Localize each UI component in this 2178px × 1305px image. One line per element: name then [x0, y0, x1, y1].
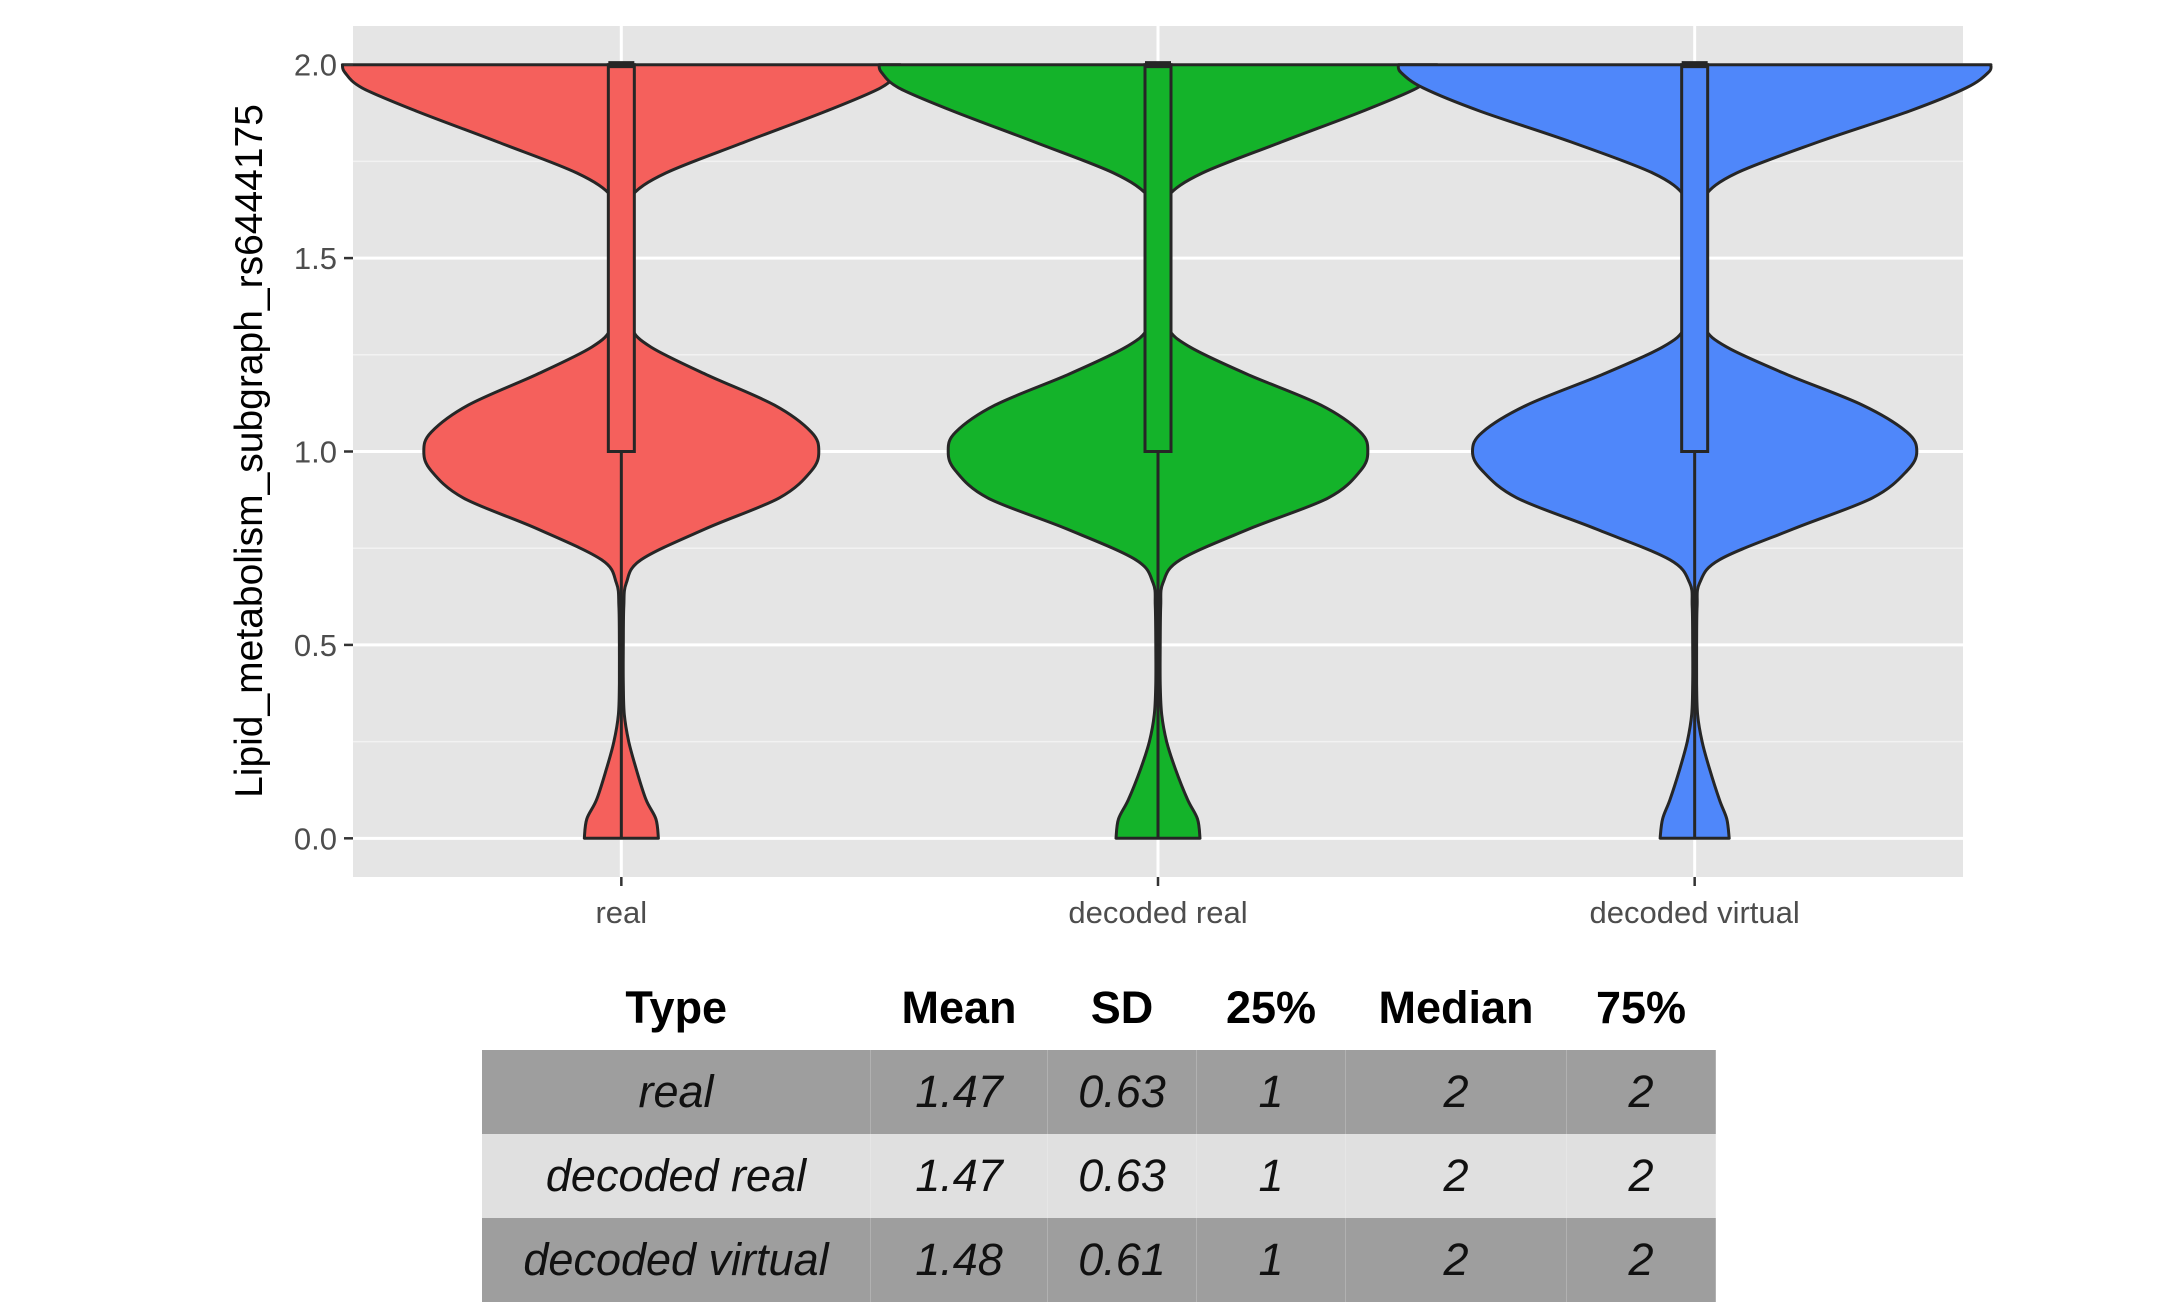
cell-25: 1 [1196, 1050, 1346, 1134]
y-axis: 0.0 0.5 1.0 1.5 2.0 [294, 48, 353, 856]
y-tick-label: 0.0 [294, 821, 337, 856]
table-row: real 1.47 0.63 1 2 2 [482, 1050, 1716, 1134]
violins [340, 61, 1993, 840]
cell-median: 2 [1345, 1218, 1567, 1302]
x-axis: real decoded real decoded virtual [595, 877, 1800, 930]
cell-type: decoded virtual [482, 1218, 871, 1302]
y-tick-label: 2.0 [294, 48, 337, 83]
y-tick-label: 1.5 [294, 241, 337, 276]
y-axis-title: Lipid_metabolism_subgraph_rs6444175 [228, 104, 271, 798]
violin-chart: 0.0 0.5 1.0 1.5 2.0 real decoded real decoded … [228, 26, 1993, 930]
cell-mean: 1.47 [870, 1134, 1048, 1218]
header-median: Median [1345, 966, 1567, 1050]
cell-75: 2 [1566, 1134, 1716, 1218]
cell-sd: 0.61 [1047, 1218, 1197, 1302]
table-header-row: Type Mean SD 25% Median 75% [482, 966, 1716, 1050]
cell-75: 2 [1566, 1218, 1716, 1302]
cell-25: 1 [1196, 1218, 1346, 1302]
y-tick-label: 1.0 [294, 435, 337, 470]
header-type: Type [482, 966, 871, 1050]
box-body-0 [606, 63, 636, 453]
cell-type: real [482, 1050, 871, 1134]
y-tick-label: 0.5 [294, 628, 337, 663]
box-body-1 [1143, 63, 1173, 453]
x-tick-label: decoded virtual [1590, 895, 1800, 930]
table-row: decoded real 1.47 0.63 1 2 2 [482, 1134, 1716, 1218]
cell-25: 1 [1196, 1134, 1346, 1218]
header-25: 25% [1196, 966, 1346, 1050]
box-body-2 [1680, 63, 1710, 453]
x-tick-label: real [595, 895, 647, 930]
summary-table: Type Mean SD 25% Median 75% real 1.47 0.… [482, 966, 1716, 1302]
table-row: decoded virtual 1.48 0.61 1 2 2 [482, 1218, 1716, 1302]
x-tick-label: decoded real [1068, 895, 1247, 930]
cell-mean: 1.47 [870, 1050, 1048, 1134]
cell-median: 2 [1345, 1050, 1567, 1134]
header-mean: Mean [870, 966, 1048, 1050]
cell-type: decoded real [482, 1134, 871, 1218]
cell-sd: 0.63 [1047, 1050, 1197, 1134]
cell-sd: 0.63 [1047, 1134, 1197, 1218]
cell-75: 2 [1566, 1050, 1716, 1134]
header-sd: SD [1047, 966, 1197, 1050]
header-75: 75% [1566, 966, 1716, 1050]
cell-mean: 1.48 [870, 1218, 1048, 1302]
cell-median: 2 [1345, 1134, 1567, 1218]
